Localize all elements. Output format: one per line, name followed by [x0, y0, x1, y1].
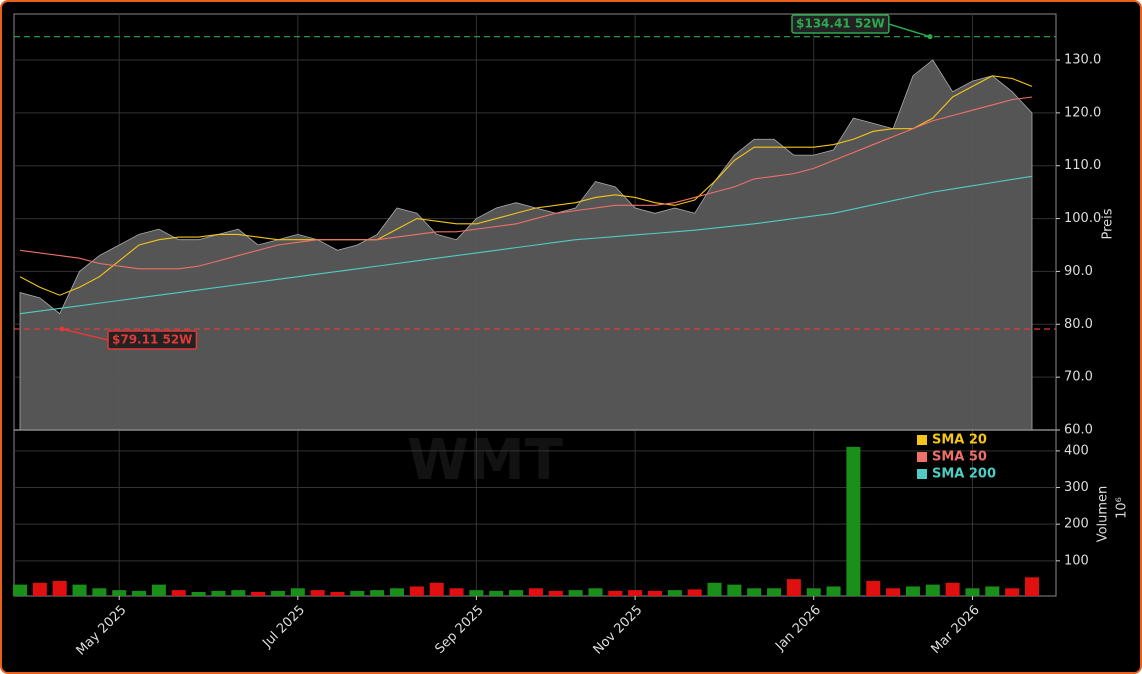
annotation-arrow: [61, 328, 109, 341]
annotation-arrowhead: [927, 34, 933, 40]
legend-label: SMA 200: [932, 467, 996, 482]
x-tick-label: Jan 2026: [772, 603, 824, 655]
volume-bar: [32, 582, 47, 596]
volume-bar: [588, 588, 603, 596]
volume-bar: [330, 591, 345, 596]
volume-bar: [786, 579, 801, 596]
y-tick-label: 70.0: [1064, 370, 1093, 385]
volume-bar: [528, 588, 543, 596]
volume-bar: [409, 586, 424, 596]
volume-bar: [707, 582, 722, 596]
volume-bar: [667, 590, 682, 596]
volume-bar: [310, 590, 325, 596]
volume-bar: [727, 584, 742, 596]
volume-bar: [628, 590, 643, 596]
volume-scale-label: 10⁶: [1115, 497, 1130, 519]
volume-bar: [608, 590, 623, 596]
volume-bar: [826, 586, 841, 596]
legend-label: SMA 20: [932, 433, 987, 448]
volume-bar: [1025, 577, 1039, 596]
volume-bar: [489, 590, 504, 596]
volume-bar: [747, 588, 762, 596]
annotation-arrowhead: [59, 326, 65, 332]
volume-bar: [767, 588, 782, 596]
legend-swatch: [917, 435, 927, 445]
volume-tick-label: 200: [1064, 517, 1089, 532]
volume-bar: [151, 584, 166, 596]
x-tick-label: Sep 2025: [432, 603, 486, 657]
volume-bar: [132, 590, 147, 596]
volume-bar: [52, 580, 67, 596]
volume-bar: [449, 588, 464, 596]
x-tick-label: Mar 2026: [929, 603, 983, 657]
volume-bar: [72, 584, 87, 596]
y-tick-label: 80.0: [1064, 317, 1093, 332]
volume-bar: [171, 590, 186, 596]
sma-line: [19, 96, 1033, 270]
volume-bar: [191, 591, 206, 596]
volume-bar: [886, 588, 901, 596]
volume-tick-label: 100: [1064, 553, 1089, 568]
volume-bar: [965, 588, 980, 596]
volume-bar: [231, 590, 246, 596]
x-tick-label: May 2025: [74, 603, 130, 659]
y-tick-label: 130.0: [1064, 52, 1101, 67]
volume-bar: [13, 584, 27, 596]
volume-bar: [429, 582, 444, 596]
legend-swatch: [917, 469, 927, 479]
volume-bar: [390, 588, 405, 596]
x-tick-label: Nov 2025: [591, 603, 646, 658]
volume-bar: [469, 590, 484, 596]
legend-swatch: [917, 452, 927, 462]
legend-label: SMA 50: [932, 450, 987, 465]
sma-line: [19, 175, 1033, 315]
y-tick-label: 110.0: [1064, 158, 1101, 173]
annotation-label: $79.11 52W: [112, 333, 192, 347]
annotation-arrow: [888, 23, 931, 38]
volume-bar: [92, 588, 107, 596]
y-tick-label: 60.0: [1064, 423, 1093, 438]
volume-bar: [270, 590, 285, 596]
volume-bar: [846, 446, 861, 596]
volume-bar: [568, 590, 583, 596]
y-tick-label: 100.0: [1064, 211, 1101, 226]
volume-bar: [350, 590, 365, 596]
volume-bar: [112, 590, 127, 596]
volume-tick-label: 400: [1064, 443, 1089, 458]
annotation-label: $134.41 52W: [796, 17, 885, 31]
symbol-watermark: WMT: [407, 428, 563, 493]
y-tick-label: 120.0: [1064, 105, 1101, 120]
volume-bar: [925, 584, 940, 596]
volume-bar: [687, 589, 702, 596]
volume-bar: [945, 582, 960, 596]
volume-bar: [905, 586, 920, 596]
y-axis-label: Preis: [1101, 208, 1116, 239]
sma-line: [19, 75, 1033, 296]
volume-bar: [806, 588, 821, 596]
volume-bar: [290, 588, 305, 596]
volume-tick-label: 300: [1064, 480, 1089, 495]
volume-bar: [866, 580, 881, 596]
volume-bar: [211, 590, 226, 596]
volume-bar: [509, 590, 524, 596]
volume-bar: [985, 586, 1000, 596]
x-tick-label: Jul 2025: [259, 603, 308, 652]
volume-bar: [251, 591, 266, 596]
volume-bar: [548, 590, 563, 596]
volume-bar: [647, 590, 662, 596]
volume-axis-label: Volumen: [1096, 486, 1111, 543]
y-tick-label: 90.0: [1064, 264, 1093, 279]
volume-bar: [370, 590, 385, 596]
volume-bar: [1005, 588, 1020, 596]
